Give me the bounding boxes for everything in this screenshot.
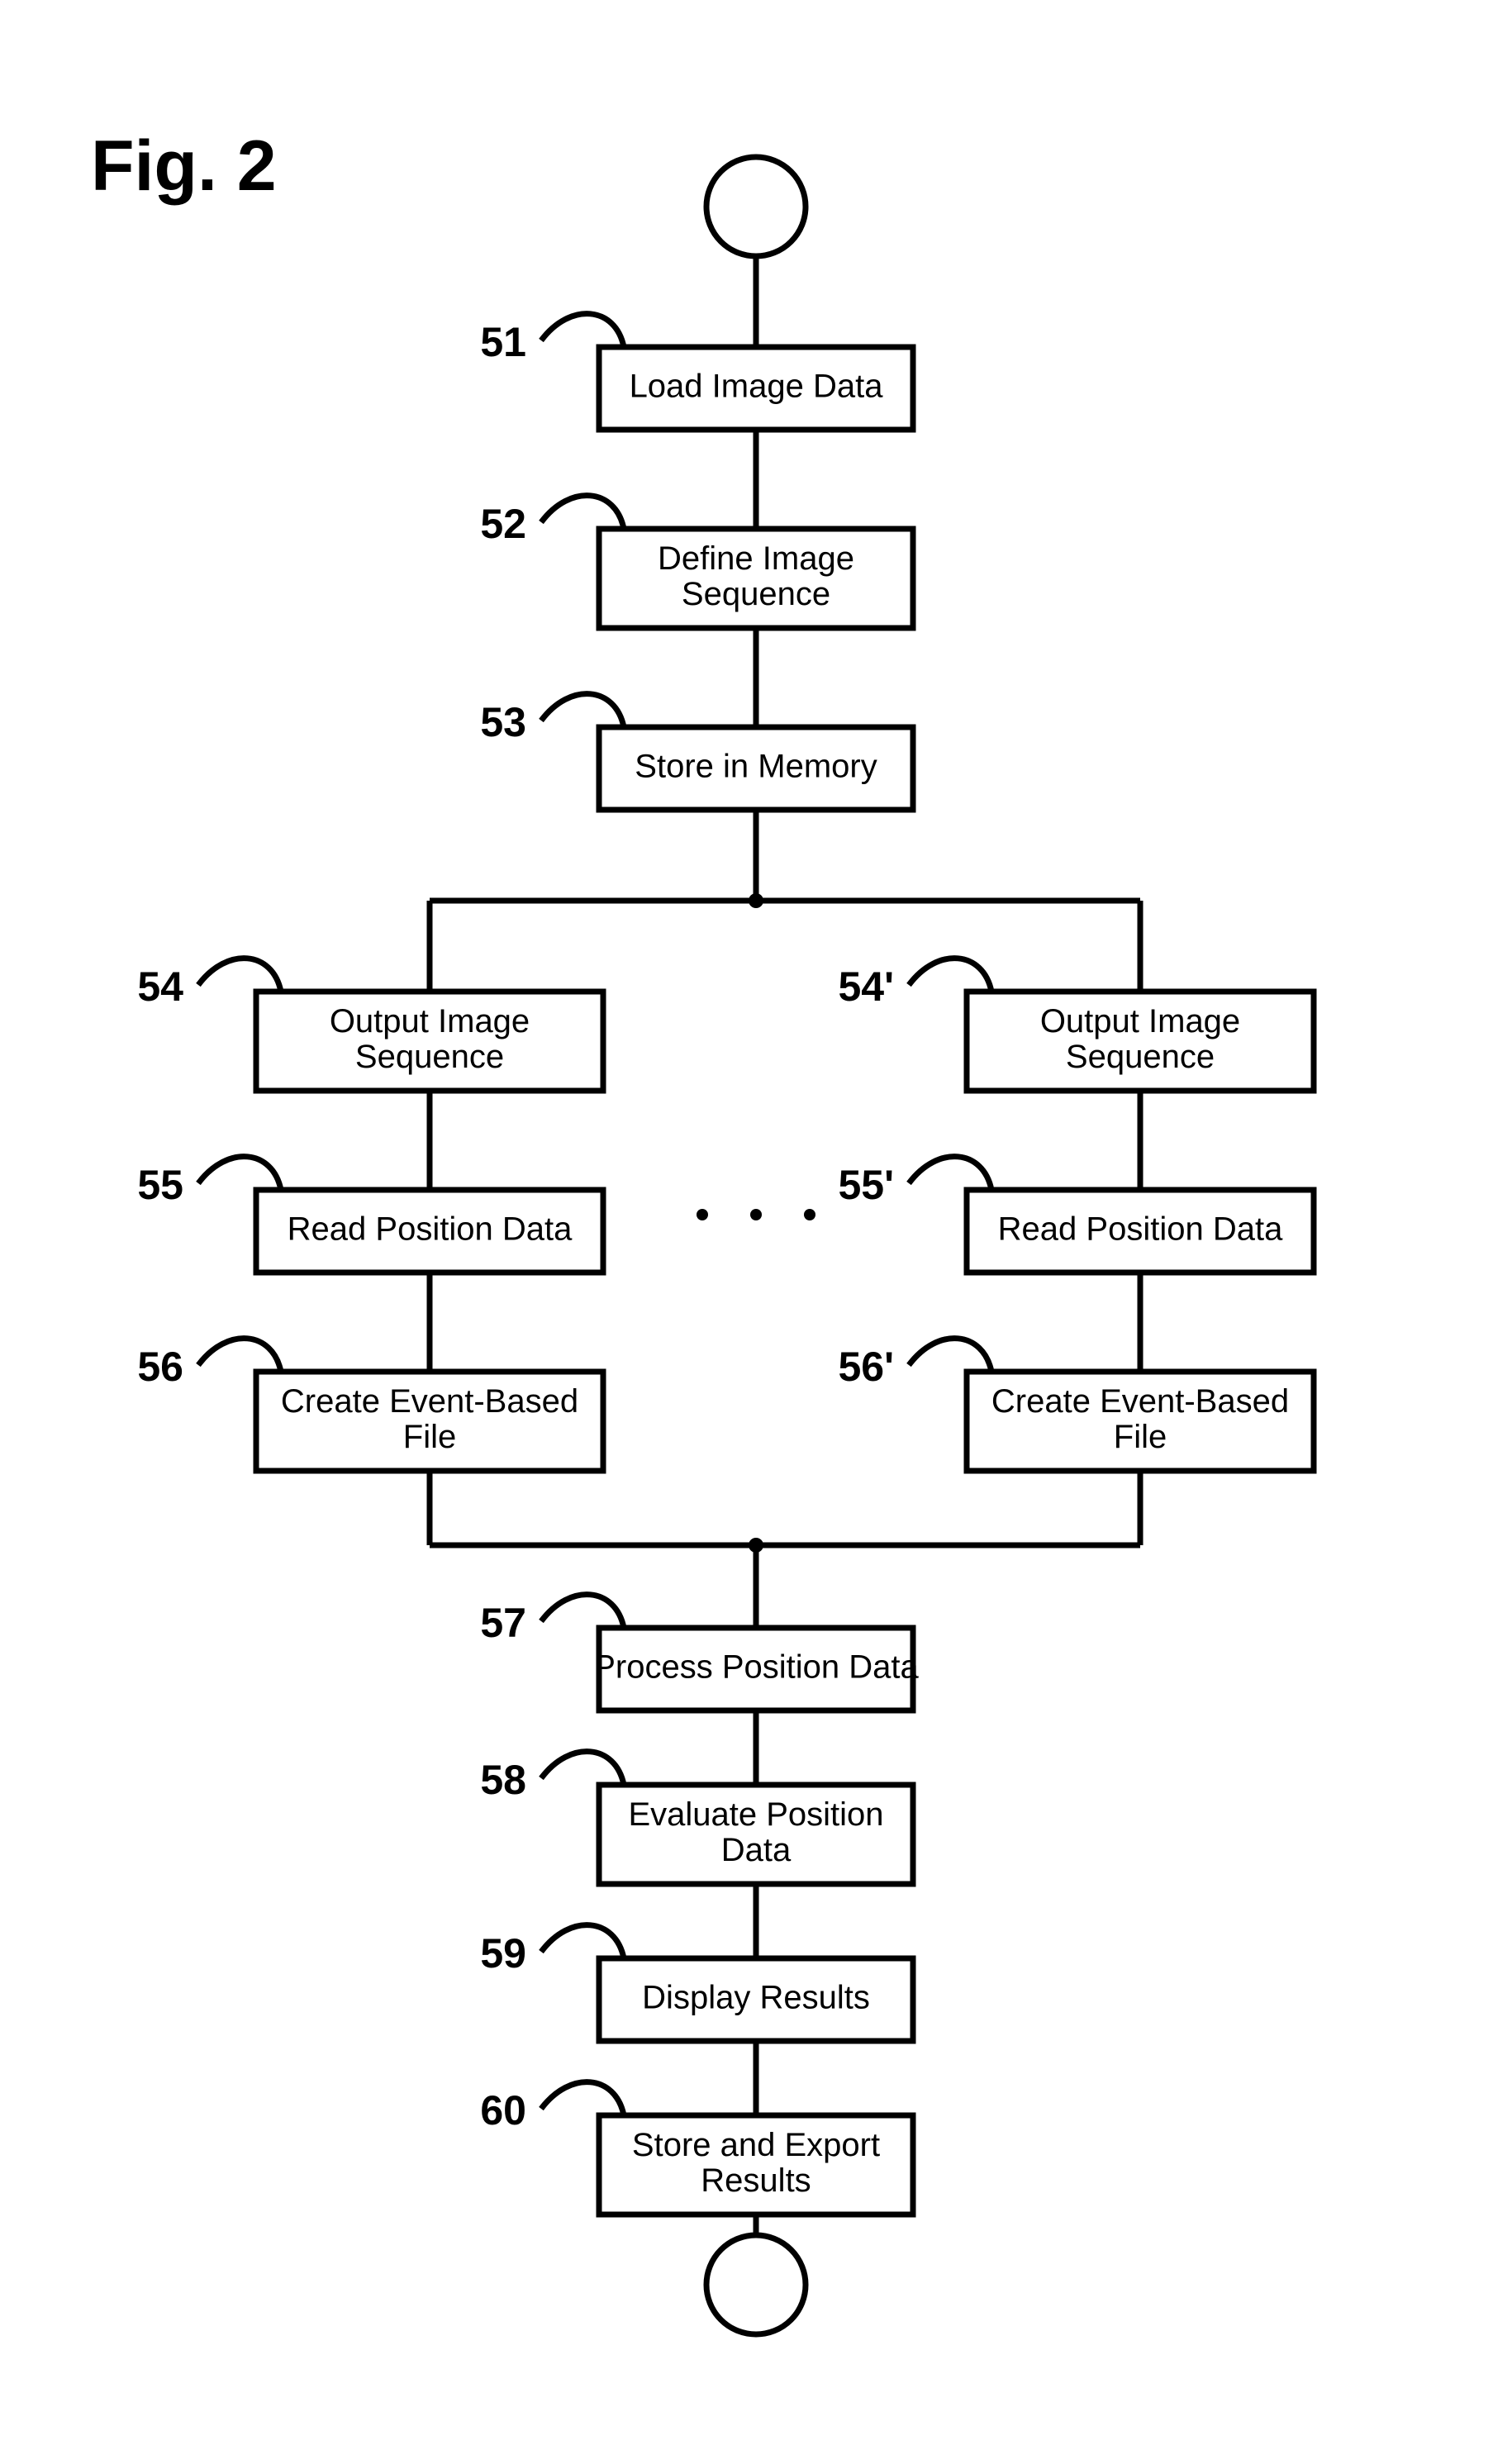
split-node xyxy=(749,893,763,908)
end-terminal xyxy=(706,2235,806,2334)
step-label: Sequence xyxy=(355,1039,504,1075)
ref-leader xyxy=(541,694,624,727)
ref-leader xyxy=(909,1339,991,1372)
step-52: Define ImageSequence 52 xyxy=(480,496,913,628)
flowchart: Fig. 2Load Image Data51Define ImageSeque… xyxy=(0,0,1512,2450)
step-55: Read Position Data 55 xyxy=(137,1157,603,1273)
ref-label: 56' xyxy=(838,1344,894,1390)
step-label: Read Position Data xyxy=(288,1211,573,1248)
ref-leader xyxy=(909,959,991,992)
ref-label: 54' xyxy=(838,963,894,1010)
step-58: Evaluate PositionData 58 xyxy=(480,1752,913,1884)
ref-label: 56 xyxy=(137,1344,183,1390)
step-label: Results xyxy=(701,2162,811,2199)
step-53: Store in Memory 53 xyxy=(480,694,913,810)
ref-label: 52 xyxy=(480,501,526,547)
ellipsis-dot xyxy=(750,1209,762,1220)
step-label: Define Image xyxy=(658,540,854,577)
ellipsis-dot xyxy=(804,1209,815,1220)
ellipsis-dot xyxy=(697,1209,708,1220)
step-56': Create Event-BasedFile 56' xyxy=(838,1339,1314,1471)
step-60: Store and ExportResults 60 xyxy=(480,2082,913,2215)
ref-label: 53 xyxy=(480,699,526,745)
ref-leader xyxy=(541,496,624,529)
step-label: Evaluate Position xyxy=(628,1796,883,1833)
ref-leader xyxy=(198,959,281,992)
step-label: Sequence xyxy=(682,576,830,612)
step-label: Read Position Data xyxy=(998,1211,1283,1248)
ref-leader xyxy=(541,1925,624,1958)
step-56: Create Event-BasedFile 56 xyxy=(137,1339,603,1471)
ref-leader xyxy=(541,1752,624,1785)
ref-leader xyxy=(541,2082,624,2115)
ref-label: 57 xyxy=(480,1600,526,1646)
step-label: File xyxy=(403,1419,456,1455)
ref-label: 58 xyxy=(480,1757,526,1803)
ref-leader xyxy=(541,1595,624,1628)
step-label: Process Position Data xyxy=(593,1649,919,1686)
figure-label: Fig. 2 xyxy=(91,126,277,206)
step-label: Load Image Data xyxy=(630,369,884,405)
step-label: Data xyxy=(721,1832,792,1868)
ref-leader xyxy=(541,314,624,347)
step-label: Output Image xyxy=(1040,1003,1240,1039)
step-59: Display Results 59 xyxy=(480,1925,913,2041)
step-55': Read Position Data 55' xyxy=(838,1157,1314,1273)
step-51: Load Image Data 51 xyxy=(480,314,913,430)
start-terminal xyxy=(706,157,806,256)
step-label: Store in Memory xyxy=(635,749,877,785)
step-label: Create Event-Based xyxy=(991,1383,1289,1420)
step-label: File xyxy=(1114,1419,1167,1455)
step-label: Store and Export xyxy=(632,2127,880,2163)
step-label: Output Image xyxy=(330,1003,530,1039)
ref-label: 60 xyxy=(480,2087,526,2134)
step-label: Display Results xyxy=(642,1980,870,2016)
ref-label: 59 xyxy=(480,1930,526,1977)
ref-label: 55' xyxy=(838,1162,894,1208)
ref-label: 55 xyxy=(137,1162,183,1208)
step-label: Sequence xyxy=(1066,1039,1215,1075)
step-57: Process Position Data 57 xyxy=(480,1595,919,1710)
step-54: Output ImageSequence 54 xyxy=(137,959,603,1091)
step-54': Output ImageSequence 54' xyxy=(838,959,1314,1091)
ref-label: 51 xyxy=(480,319,526,365)
ref-leader xyxy=(198,1339,281,1372)
step-label: Create Event-Based xyxy=(281,1383,578,1420)
ref-label: 54 xyxy=(137,963,183,1010)
ref-leader xyxy=(198,1157,281,1190)
ref-leader xyxy=(909,1157,991,1190)
